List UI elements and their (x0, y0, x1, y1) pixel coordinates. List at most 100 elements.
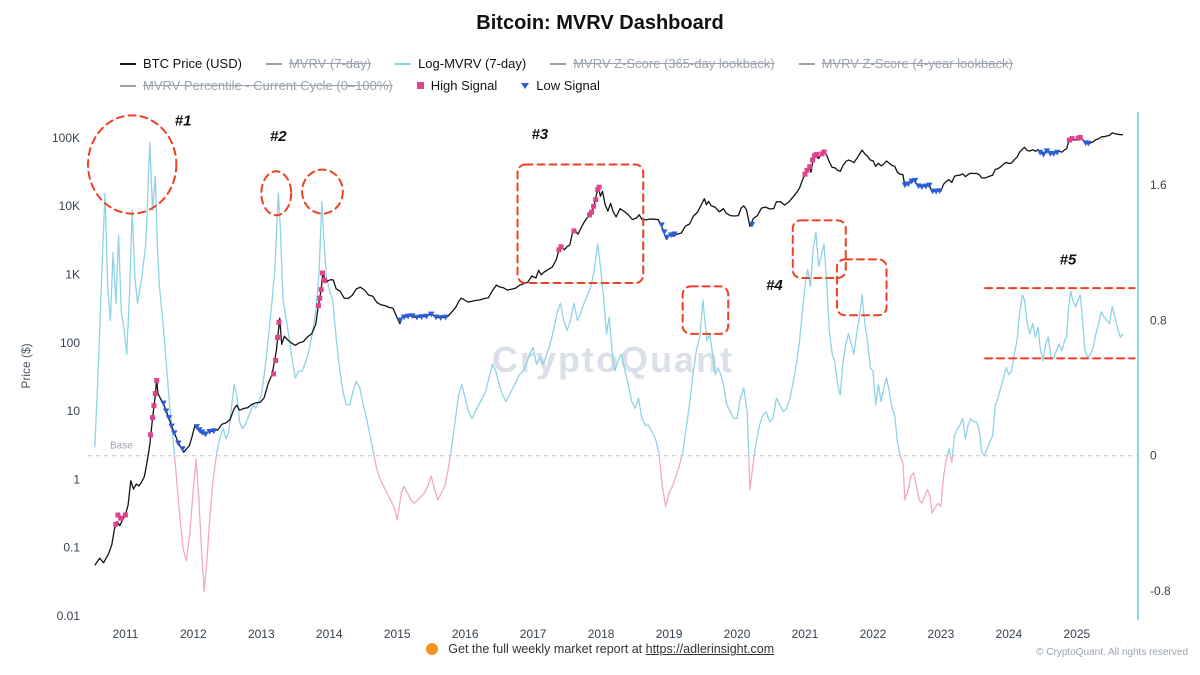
annotation-label-4b: #4 (766, 277, 783, 294)
low-signal-marker (404, 313, 412, 320)
price-tick: 100 (60, 336, 80, 350)
report-text: Get the full weekly market report at (448, 642, 643, 656)
mvrv-tick: -0.8 (1150, 584, 1171, 598)
log-mvrv-line (951, 290, 1124, 457)
legend-label: BTC Price (USD) (143, 56, 242, 71)
low-signal-marker (175, 440, 182, 447)
low-signal-marker (171, 430, 178, 437)
low-signal-marker (428, 311, 435, 318)
low-signal-marker (168, 423, 175, 430)
year-tick: 2014 (316, 627, 343, 641)
log-mvrv-line-negative (173, 455, 218, 592)
annotation-1 (87, 114, 178, 215)
annotation-4b (791, 219, 847, 279)
price-tick: 10 (67, 404, 81, 418)
high-signal-marker (558, 244, 564, 250)
high-signal-marker (591, 203, 597, 209)
high-signal-marker (273, 358, 279, 364)
log-mvrv-line-negative (949, 455, 954, 464)
legend-item-log-mvrv-7d[interactable]: Log-MVRV (7-day) (395, 56, 526, 71)
year-tick: 2025 (1063, 627, 1090, 641)
legend-item-mvrv-percentile[interactable]: MVRV Percentile - Current Cycle (0–100%) (120, 78, 393, 93)
high-signal-marker (807, 164, 813, 170)
high-signal-marker (809, 157, 815, 163)
annotation-2b (301, 168, 344, 215)
price-tick: 10K (59, 199, 80, 213)
legend-item-mvrv-z-365[interactable]: MVRV Z-Score (365-day lookback) (550, 56, 775, 71)
low-signal-marker (911, 177, 919, 184)
legend-item-low-signal[interactable]: Low Signal (521, 78, 600, 93)
high-signal-swatch-icon (416, 82, 424, 89)
high-signal-marker (322, 277, 328, 283)
low-signal-marker (162, 408, 170, 415)
legend-label: MVRV Z-Score (4-year lookback) (821, 56, 1013, 71)
legend-item-high-signal[interactable]: High Signal (416, 78, 497, 93)
high-signal-marker (319, 270, 325, 276)
btc-price-line (94, 132, 1124, 566)
high-signal-marker (151, 403, 157, 409)
low-signal-marker (905, 181, 912, 188)
low-signal-marker (671, 231, 678, 238)
high-signal-marker (276, 319, 282, 325)
high-signal-marker (1069, 136, 1075, 142)
legend-label: MVRV Z-Score (365-day lookback) (573, 56, 775, 71)
high-signal-marker (115, 512, 121, 518)
legend-label: Low Signal (536, 78, 600, 93)
copyright: © CryptoQuant. All rights reserved (1036, 647, 1188, 658)
log-mvrv-line-negative (373, 455, 451, 521)
low-signal-marker (408, 313, 416, 320)
low-signal-marker (210, 428, 217, 435)
mvrv-tick: 1.6 (1150, 178, 1167, 192)
year-tick: 2020 (724, 627, 751, 641)
price-tick: 0.1 (63, 541, 80, 555)
high-signal-marker (593, 197, 599, 203)
year-tick: 2012 (180, 627, 207, 641)
high-signal-marker (1077, 134, 1083, 140)
low-signal-marker (396, 317, 404, 324)
log-mvrv-line (449, 243, 660, 456)
high-signal-marker (596, 184, 602, 190)
orange-circle-icon (425, 643, 438, 655)
low-signal-marker (1053, 149, 1061, 156)
high-signal-marker (1066, 137, 1072, 143)
high-signal-marker (317, 295, 323, 301)
price-tick: 1 (73, 472, 80, 486)
mvrv-z-4y-swatch-icon (798, 62, 815, 65)
price-axis-title: Price ($) (19, 343, 33, 388)
mvrv-7d-swatch-icon (265, 62, 282, 65)
low-signal-marker (748, 221, 756, 228)
high-signal-marker (571, 228, 577, 234)
low-signal-marker (418, 314, 425, 321)
high-signal-marker (821, 149, 827, 155)
low-signal-marker (1043, 148, 1051, 155)
log-mvrv-line-negative (899, 455, 948, 514)
legend-item-btc-price[interactable]: BTC Price (USD) (120, 56, 242, 71)
annotation-2a (260, 170, 293, 217)
low-signal-marker (193, 424, 200, 430)
low-signal-marker (663, 234, 671, 241)
log-mvrv-line-negative (748, 455, 755, 491)
low-signal-marker (423, 313, 430, 320)
low-signal-marker (1040, 151, 1047, 158)
annotation-4c (835, 258, 888, 317)
mvrv-tick: 0 (1150, 449, 1157, 463)
report-link[interactable]: https://adlerinsight.com (645, 642, 775, 656)
log-mvrv-7d-swatch-icon (395, 62, 412, 65)
low-signal-marker (437, 315, 444, 321)
year-tick: 2023 (928, 627, 955, 641)
legend-item-mvrv-z-4y[interactable]: MVRV Z-Score (4-year lookback) (798, 56, 1013, 71)
log-mvrv-line (753, 231, 901, 456)
high-signal-marker (556, 247, 562, 253)
low-signal-marker (202, 431, 209, 438)
report-note: Get the full weekly market report at htt… (0, 642, 1200, 656)
high-signal-marker (118, 515, 124, 521)
log-mvrv-line (681, 299, 750, 456)
low-signal-marker (432, 314, 440, 321)
year-tick: 2018 (588, 627, 615, 641)
high-signal-marker (814, 151, 820, 157)
annotation-label-3: #3 (532, 126, 549, 143)
annotation-label-5a: #5 (1060, 251, 1077, 268)
legend-item-mvrv-7d[interactable]: MVRV (7-day) (265, 56, 371, 71)
log-mvrv-line (215, 192, 375, 456)
